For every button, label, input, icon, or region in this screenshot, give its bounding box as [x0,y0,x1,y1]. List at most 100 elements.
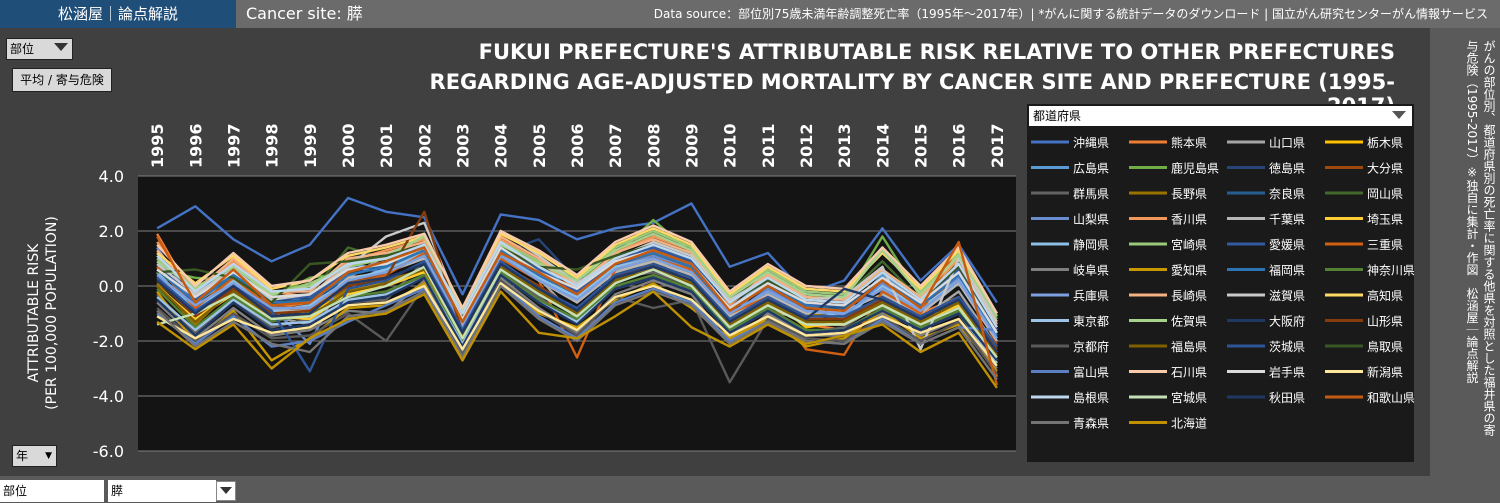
filter-icon [54,43,68,51]
x-tick-label: 2004 [492,123,511,168]
legend-label: 滋賀県 [1269,289,1305,303]
side-note: がんの部位別、都道府県別の死亡率に関する他県を対照とした福井県の寄与危険（199… [1465,40,1496,436]
legend-label: 広島県 [1073,161,1109,176]
x-tick-label: 1997 [224,123,243,168]
legend-label: 香川県 [1171,213,1207,227]
legend-label: 岡山県 [1367,187,1403,201]
legend-label: 鹿児島県 [1171,161,1219,176]
footer-filter-button[interactable] [216,481,236,501]
x-tick-label: 2007 [606,123,625,168]
legend-label: 秋田県 [1269,391,1305,405]
y-tick-label: -4.0 [93,387,124,406]
y-axis-label: ATTRIBUTABLE RISK [26,243,42,383]
legend-label: 岐阜県 [1073,264,1109,278]
series-line [156,282,998,367]
site-filter-button[interactable]: 部位 [6,38,73,60]
series-line [156,235,999,386]
y-tick-label: -6.0 [93,442,124,461]
legend-label: 群馬県 [1073,187,1109,201]
series-line [156,265,998,359]
legend-label: 北海道 [1171,416,1207,431]
footer-field-value: 膵 [108,480,216,502]
legend-label: 京都府 [1073,339,1109,354]
x-tick-label: 2001 [377,123,396,168]
x-tick-label: 2000 [339,123,358,168]
legend-label: 兵庫県 [1073,289,1109,303]
legend-label: 沖縄県 [1073,135,1109,150]
legend-label: 神奈川県 [1367,264,1414,278]
top-bar [0,0,1500,28]
legend-label: 愛知県 [1171,264,1207,278]
legend-label: 千葉県 [1269,213,1305,227]
site-filter-label: 部位 [10,42,35,56]
x-tick-label: 2010 [721,123,740,168]
filter-icon [220,487,232,494]
series-line [156,254,998,339]
year-filter-label: 年 [16,449,29,463]
legend-label: 東京都 [1073,315,1109,329]
series-line [156,290,998,389]
x-tick-label: 1998 [263,123,282,168]
x-tick-label: 2017 [988,123,1007,168]
legend-label: 大阪府 [1269,314,1305,329]
legend-filter-label: 都道府県 [1033,109,1082,123]
filter-icon [1392,111,1406,119]
legend-filter[interactable]: 都道府県 [1029,106,1412,126]
footer-field-label: 部位 [0,480,104,502]
legend-label: 鳥取県 [1367,339,1403,354]
legend-label: 宮城県 [1171,390,1207,405]
x-tick-label: 2013 [835,123,854,168]
x-tick-label: 1999 [301,123,320,168]
legend-label: 栃木県 [1367,136,1403,150]
x-tick-label: 2006 [568,123,587,168]
x-tick-label: 2008 [644,123,663,168]
y-tick-label: -2.0 [93,332,124,351]
legend-label: 青森県 [1073,416,1109,431]
series-line [156,279,998,373]
series-line [156,246,998,334]
measure-button[interactable]: 平均 / 寄与危険 [12,68,112,92]
bottom-bar [0,476,1500,503]
legend-label: 石川県 [1171,366,1207,380]
legend-label: 長崎県 [1171,289,1207,303]
brand-label: 松涵屋｜論点解説 [0,0,236,28]
series-line [156,260,998,373]
x-tick-label: 2012 [797,123,816,168]
year-filter-button[interactable]: 年 ▼ [12,445,57,467]
legend-label: 和歌山県 [1367,390,1414,405]
x-tick-label: 2009 [683,123,702,168]
x-tick-label: 1996 [186,123,205,168]
legend-label: 山口県 [1269,136,1305,150]
legend-label: 埼玉県 [1367,213,1403,227]
legend-label: 新潟県 [1367,365,1403,380]
legend-label: 岩手県 [1269,365,1305,380]
legend-label: 静岡県 [1073,238,1109,252]
series-line [156,262,998,353]
legend-label: 高知県 [1367,288,1403,303]
chart-title: FUKUI PREFECTURE'S ATTRIBUTABLE RISK REL… [478,40,1395,64]
y-tick-label: 2.0 [99,222,124,241]
x-tick-label: 2015 [912,123,931,168]
x-tick-label: 1995 [148,123,167,168]
y-tick-label: 4.0 [99,167,124,186]
legend-label: 宮崎県 [1171,237,1207,252]
legend-label: 長野県 [1171,187,1207,201]
legend-label: 愛媛県 [1269,238,1305,252]
legend-label: 島根県 [1073,390,1109,405]
legend-label: 熊本県 [1171,135,1207,150]
legend-label: 徳島県 [1269,161,1305,176]
x-tick-label: 2011 [759,123,778,168]
line-chart: 4.0 2.0 0.0 -2.0 -4.0 -6.0 1995 1996 1997 1998 19… [26,123,1016,461]
legend-label: 三重県 [1367,238,1403,252]
series-line [156,273,998,362]
series-line [156,196,998,304]
x-tick-label: 2014 [873,123,892,168]
x-tick-label: 2016 [950,123,969,168]
legend-label: 山形県 [1367,315,1403,329]
x-tick-label: 2002 [415,123,434,168]
x-tick-label: 2003 [453,123,472,168]
cancer-site-label: Cancer site: 膵 [246,4,363,23]
legend: 都道府県 沖縄県 熊本県 山口県 栃木県 広島県 鹿児島県 徳島県 大分県 群馬県 長野県 奈良県 岡… [1027,104,1414,462]
data-source-label: Data source：部位別75歳未満年齢調整死亡率（1995年～2017年）… [653,7,1488,21]
legend-label: 奈良県 [1269,186,1305,201]
